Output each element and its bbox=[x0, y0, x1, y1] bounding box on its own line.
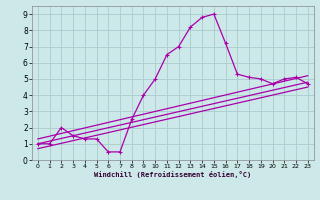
X-axis label: Windchill (Refroidissement éolien,°C): Windchill (Refroidissement éolien,°C) bbox=[94, 171, 252, 178]
